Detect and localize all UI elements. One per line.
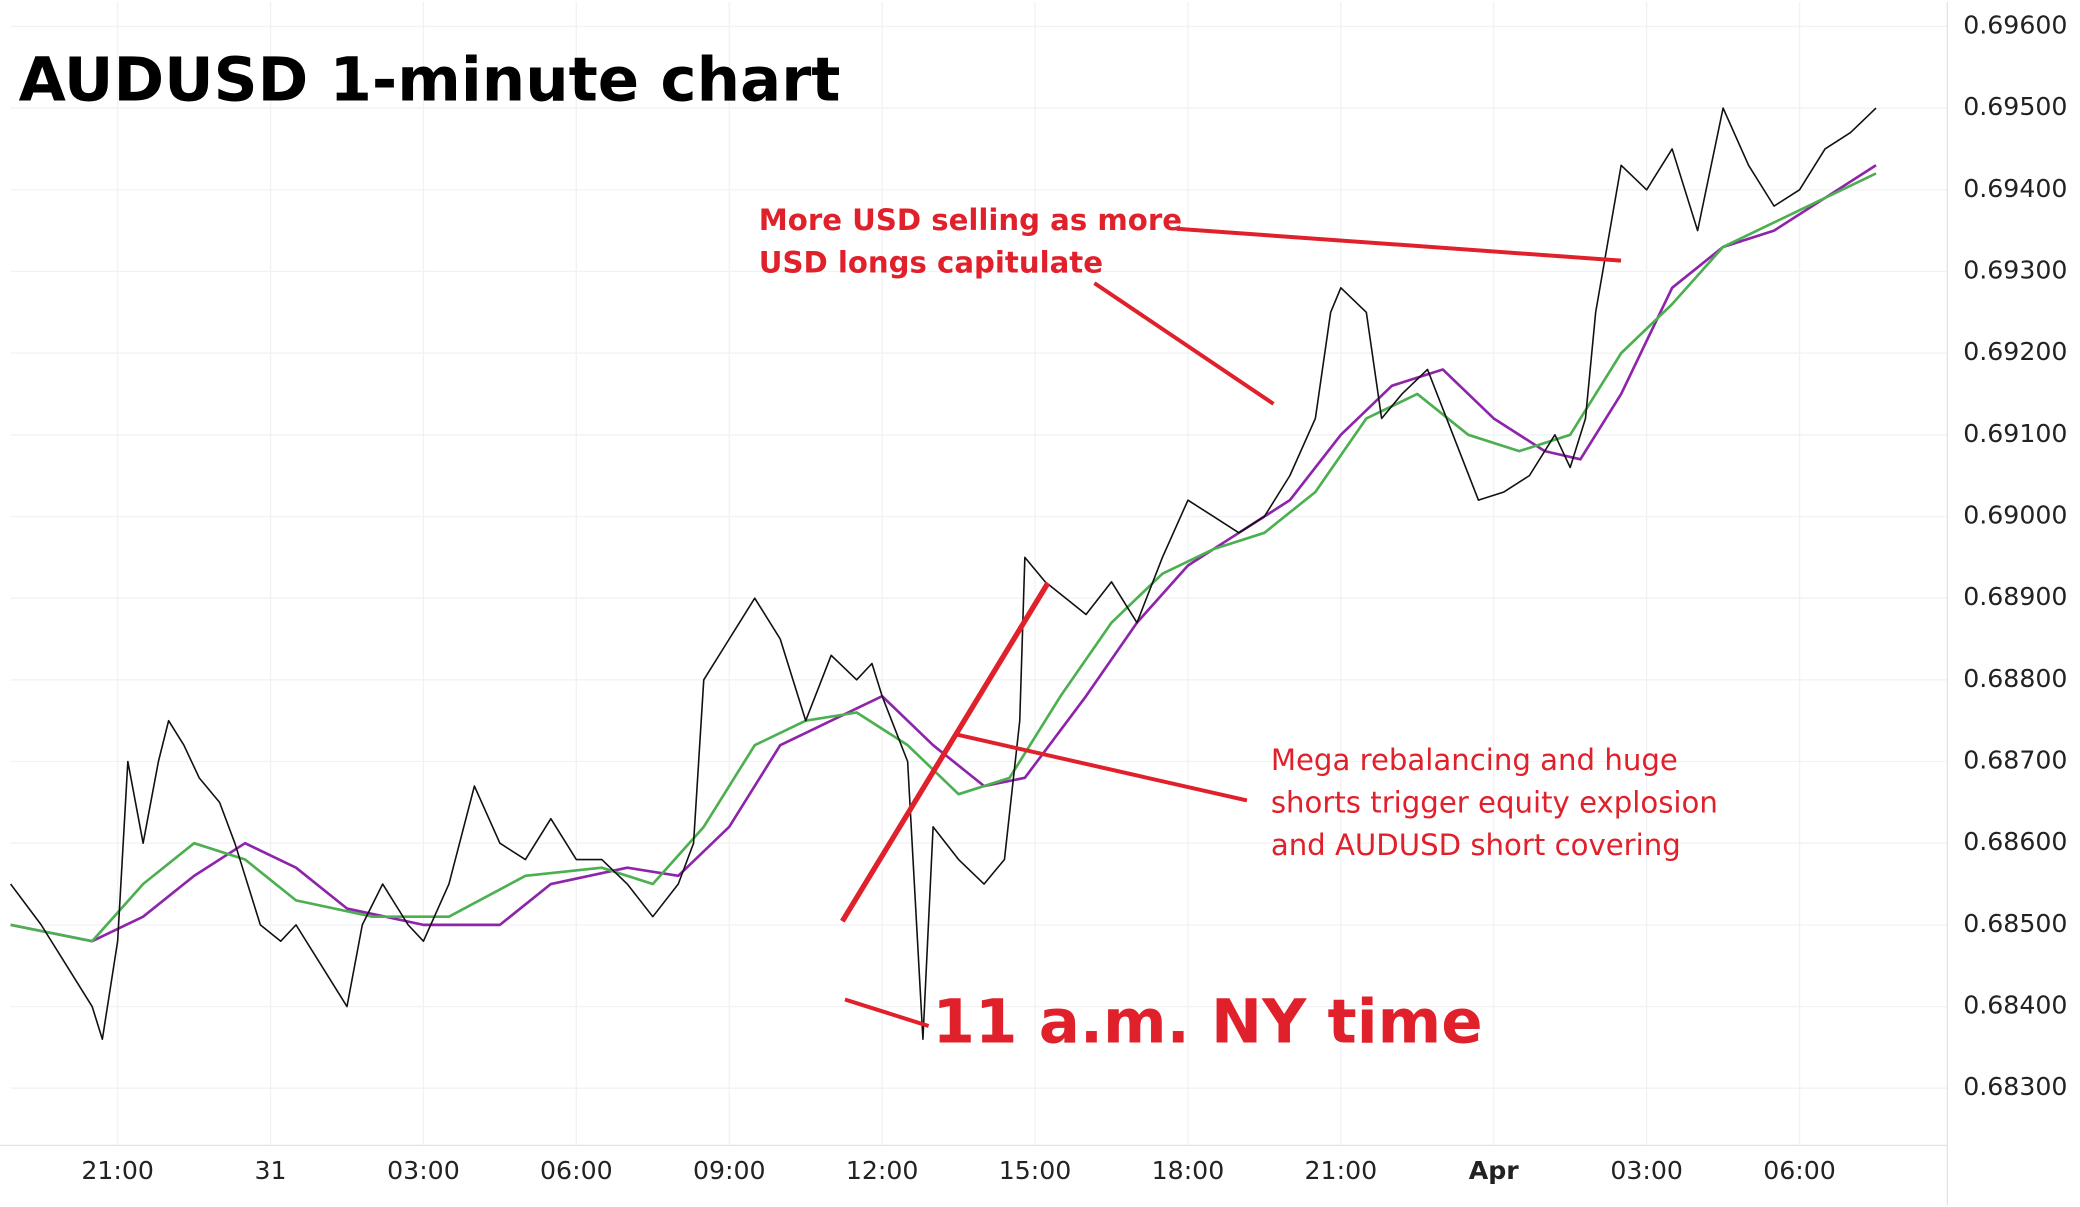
y-tick-label: 0.69000 bbox=[1963, 500, 2067, 529]
arrow bbox=[1093, 281, 1275, 406]
y-tick-label: 0.68800 bbox=[1963, 664, 2067, 693]
x-tick-label: 09:00 bbox=[693, 1156, 766, 1185]
x-tick-label: 15:00 bbox=[999, 1156, 1072, 1185]
x-tick-label: 06:00 bbox=[1763, 1156, 1836, 1185]
annotation-arrows bbox=[840, 226, 1622, 1028]
x-tick-label: 03:00 bbox=[387, 1156, 460, 1185]
y-tick-label: 0.68300 bbox=[1963, 1072, 2067, 1101]
y-tick-label: 0.69200 bbox=[1963, 337, 2067, 366]
y-tick-label: 0.69300 bbox=[1963, 255, 2067, 284]
annotation: USD longs capitulate bbox=[759, 246, 1103, 280]
series-line bbox=[9, 107, 1877, 1041]
x-tick-label: 06:00 bbox=[540, 1156, 613, 1185]
annotation: Mega rebalancing and huge bbox=[1271, 743, 1678, 777]
y-tick-label: 0.68900 bbox=[1963, 582, 2067, 611]
x-tick-label: 12:00 bbox=[846, 1156, 919, 1185]
y-tick-label: 0.69500 bbox=[1963, 92, 2067, 121]
x-tick-label: 31 bbox=[255, 1156, 287, 1185]
y-tick-label: 0.69100 bbox=[1963, 419, 2067, 448]
x-tick-label: 21:00 bbox=[1305, 1156, 1378, 1185]
chart-title: AUDUSD 1-minute chart bbox=[19, 45, 841, 116]
trend-line bbox=[840, 581, 1051, 923]
y-tick-label: 0.68700 bbox=[1963, 746, 2067, 775]
series-line bbox=[10, 164, 1877, 943]
x-tick-label: 18:00 bbox=[1152, 1156, 1225, 1185]
annotation: 11 a.m. NY time bbox=[933, 987, 1483, 1058]
grid bbox=[10, 1, 1948, 1146]
y-tick-label: 0.69400 bbox=[1963, 174, 2067, 203]
x-tick-label: Apr bbox=[1469, 1156, 1520, 1185]
arrow bbox=[844, 997, 930, 1028]
arrow bbox=[1176, 226, 1622, 263]
y-tick-label: 0.68600 bbox=[1963, 827, 2067, 856]
x-tick-label: 21:00 bbox=[81, 1156, 154, 1185]
series-line bbox=[10, 172, 1877, 943]
arrow bbox=[954, 732, 1248, 803]
annotation: More USD selling as more bbox=[759, 203, 1182, 237]
y-tick-label: 0.69600 bbox=[1963, 10, 2067, 39]
x-tick-label: 03:00 bbox=[1610, 1156, 1683, 1185]
y-tick-label: 0.68500 bbox=[1963, 909, 2067, 938]
annotation: and AUDUSD short covering bbox=[1271, 828, 1681, 862]
plot-area bbox=[9, 107, 1877, 1041]
y-tick-label: 0.68400 bbox=[1963, 991, 2067, 1020]
annotation: shorts trigger equity explosion bbox=[1271, 785, 1718, 819]
